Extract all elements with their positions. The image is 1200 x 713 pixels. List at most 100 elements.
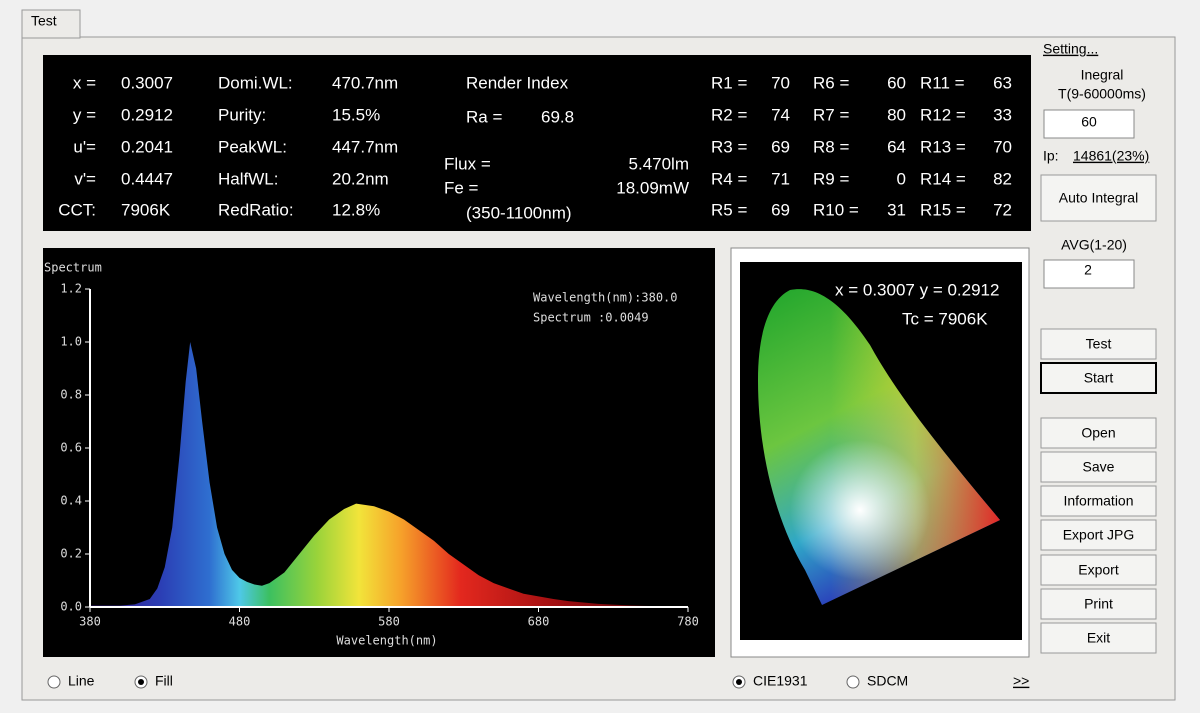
r-label: R5 =	[711, 200, 747, 219]
more-link[interactable]: >>	[1013, 673, 1029, 689]
y-tick-label: 0.8	[60, 388, 82, 402]
r-label: R11 =	[920, 73, 965, 92]
integral-input[interactable]	[1043, 109, 1135, 139]
cie-xy: x = 0.3007 y = 0.2912	[835, 280, 999, 299]
button[interactable]	[1040, 451, 1157, 483]
r-label: R14 =	[920, 169, 966, 188]
button-label: Save	[1083, 459, 1115, 475]
auto-integral-button[interactable]	[1040, 174, 1157, 222]
integral-title: T(9-60000ms)	[1058, 86, 1146, 102]
flux-value: 5.470lm	[629, 154, 689, 173]
r-label: R4 =	[711, 169, 747, 188]
chroma-value: 0.4447	[121, 169, 173, 188]
r-value: 69	[771, 200, 790, 219]
r-value: 0	[897, 169, 906, 188]
integral-value: 60	[1081, 114, 1097, 130]
r-label: R7 =	[813, 105, 849, 124]
chroma-label: u'=	[73, 137, 96, 156]
button[interactable]	[1040, 362, 1157, 394]
chroma-value: 0.3007	[121, 73, 173, 92]
button-label: Exit	[1087, 630, 1110, 646]
cie-white-point	[790, 440, 930, 580]
radio[interactable]	[47, 675, 61, 689]
chroma-value: 7906K	[121, 200, 171, 219]
r-value: 31	[887, 200, 906, 219]
button[interactable]	[1040, 622, 1157, 654]
radio-label: Fill	[155, 673, 173, 689]
info-panel	[43, 55, 1031, 231]
fe-value: 18.09mW	[616, 178, 689, 197]
wl-value: 12.8%	[332, 200, 380, 219]
auto-integral-button-label: Auto Integral	[1059, 190, 1138, 206]
ra-value: 69.8	[541, 107, 574, 126]
x-tick-label: 780	[677, 615, 699, 629]
radio[interactable]	[846, 675, 860, 689]
button[interactable]	[1040, 328, 1157, 360]
r-value: 60	[887, 73, 906, 92]
r-label: R6 =	[813, 73, 849, 92]
button[interactable]	[1040, 519, 1157, 551]
y-tick-label: 1.2	[60, 282, 82, 296]
x-tick-label: 480	[229, 615, 251, 629]
wl-label: Purity:	[218, 105, 266, 124]
fe-label: Fe =	[444, 178, 479, 197]
radio-dot	[138, 679, 144, 685]
integral-title: Inegral	[1081, 67, 1124, 83]
r-value: 72	[993, 200, 1012, 219]
avg-input[interactable]	[1043, 259, 1135, 289]
ip-label: Ip:	[1043, 148, 1059, 164]
r-label: R2 =	[711, 105, 747, 124]
chroma-value: 0.2912	[121, 105, 173, 124]
y-tick-label: 0.4	[60, 494, 82, 508]
tab[interactable]	[21, 9, 81, 39]
cursor-readout: Spectrum :0.0049	[533, 311, 649, 325]
chroma-label: y =	[73, 105, 96, 124]
flux-range: (350-1100nm)	[466, 203, 572, 222]
r-label: R1 =	[711, 73, 747, 92]
r-label: R3 =	[711, 137, 747, 156]
chart-title: Spectrum	[44, 261, 102, 275]
button[interactable]	[1040, 554, 1157, 586]
x-axis-label: Wavelength(nm)	[336, 634, 437, 648]
wl-label: Domi.WL:	[218, 73, 293, 92]
spectrum-area	[90, 342, 688, 607]
r-value: 82	[993, 169, 1012, 188]
button[interactable]	[1040, 485, 1157, 517]
chroma-label: CCT:	[58, 200, 96, 219]
radio-dot	[736, 679, 742, 685]
r-value: 63	[993, 73, 1012, 92]
button[interactable]	[1040, 588, 1157, 620]
wl-label: PeakWL:	[218, 137, 287, 156]
r-value: 80	[887, 105, 906, 124]
flux-label: Flux =	[444, 154, 491, 173]
cursor-readout: Wavelength(nm):380.0	[533, 291, 678, 305]
avg-title: AVG(1-20)	[1061, 237, 1127, 253]
ip-value: 14861(23%)	[1073, 148, 1149, 164]
y-tick-label: 0.6	[60, 441, 82, 455]
r-value: 71	[771, 169, 790, 188]
render-title: Render Index	[466, 73, 569, 92]
r-value: 74	[771, 105, 790, 124]
radio-label: Line	[68, 673, 95, 689]
y-tick-label: 1.0	[60, 335, 82, 349]
r-value: 69	[771, 137, 790, 156]
wl-value: 470.7nm	[332, 73, 398, 92]
avg-value: 2	[1084, 262, 1092, 278]
radio-label: CIE1931	[753, 673, 808, 689]
button[interactable]	[1040, 417, 1157, 449]
x-tick-label: 580	[378, 615, 400, 629]
r-label: R8 =	[813, 137, 849, 156]
button-label: Export	[1078, 562, 1119, 578]
ra-label: Ra =	[466, 107, 502, 126]
button-label: Open	[1081, 425, 1115, 441]
button-label: Print	[1084, 596, 1113, 612]
button-label: Start	[1084, 370, 1114, 386]
r-value: 70	[771, 73, 790, 92]
r-value: 33	[993, 105, 1012, 124]
chroma-label: v'=	[74, 169, 96, 188]
setting-link: Setting...	[1043, 41, 1098, 57]
y-tick-label: 0.2	[60, 547, 82, 561]
r-value: 70	[993, 137, 1012, 156]
r-label: R9 =	[813, 169, 849, 188]
